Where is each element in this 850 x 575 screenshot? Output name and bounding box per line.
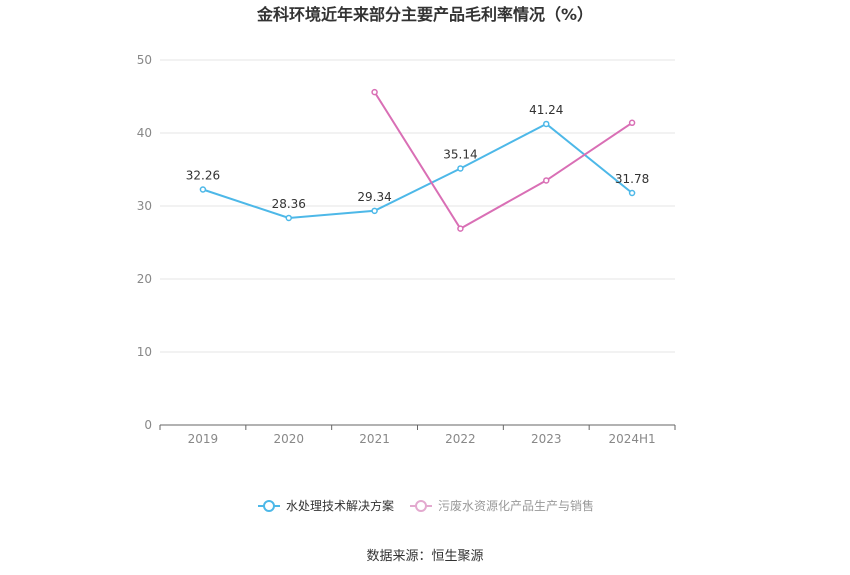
series-line-2 bbox=[373, 91, 633, 230]
y-tick-label: 40 bbox=[137, 126, 152, 140]
legend-marker bbox=[415, 500, 427, 512]
data-label: 32.26 bbox=[186, 169, 220, 183]
x-tick-label: 2024H1 bbox=[608, 432, 655, 446]
legend-label: 污废水资源化产品生产与销售 bbox=[438, 498, 594, 513]
series-layer bbox=[199, 88, 636, 232]
data-point[interactable] bbox=[285, 214, 292, 222]
legend[interactable]: 水处理技术解决方案 污废水资源化产品生产与销售 bbox=[258, 498, 594, 513]
data-point[interactable] bbox=[628, 119, 636, 127]
x-tick-label: 2021 bbox=[359, 432, 390, 446]
source-note: 数据来源：恒生聚源 bbox=[366, 549, 483, 564]
axes: 0 10 20 30 40 50 2019 2020 2021 2022 2023 2024H1 bbox=[137, 53, 676, 446]
legend-marker bbox=[263, 500, 275, 512]
data-label: 28.36 bbox=[272, 197, 306, 211]
series-line-1 bbox=[202, 122, 633, 220]
data-labels: 32.26 28.36 29.34 35.14 41.24 31.78 bbox=[186, 103, 650, 211]
data-label: 41.24 bbox=[529, 103, 563, 117]
data-point[interactable] bbox=[371, 88, 378, 96]
y-tick-label: 0 bbox=[144, 418, 152, 432]
y-tick-label: 50 bbox=[137, 53, 152, 67]
data-point[interactable] bbox=[371, 207, 378, 215]
legend-label: 水处理技术解决方案 bbox=[286, 498, 394, 513]
x-tick-label: 2022 bbox=[445, 432, 476, 446]
legend-item-1[interactable]: 水处理技术解决方案 bbox=[258, 498, 394, 513]
y-tick-label: 30 bbox=[137, 199, 152, 213]
x-tick-label: 2023 bbox=[531, 432, 562, 446]
data-point[interactable] bbox=[543, 177, 550, 184]
chart-title: 金科环境近年来部分主要产品毛利率情况（%） bbox=[256, 5, 593, 24]
data-label: 31.78 bbox=[615, 172, 649, 186]
y-tick-label: 20 bbox=[137, 272, 152, 286]
data-label: 29.34 bbox=[357, 190, 391, 204]
data-point[interactable] bbox=[628, 189, 636, 197]
y-tick-label: 10 bbox=[137, 345, 152, 359]
legend-item-2[interactable]: 污废水资源化产品生产与销售 bbox=[410, 498, 594, 513]
data-label: 35.14 bbox=[443, 147, 477, 161]
x-tick-label: 2020 bbox=[273, 432, 304, 446]
data-point[interactable] bbox=[199, 186, 207, 193]
data-point[interactable] bbox=[543, 120, 550, 128]
data-point[interactable] bbox=[457, 225, 464, 232]
data-point[interactable] bbox=[457, 165, 464, 172]
x-tick-label: 2019 bbox=[188, 432, 219, 446]
grid bbox=[160, 59, 675, 353]
